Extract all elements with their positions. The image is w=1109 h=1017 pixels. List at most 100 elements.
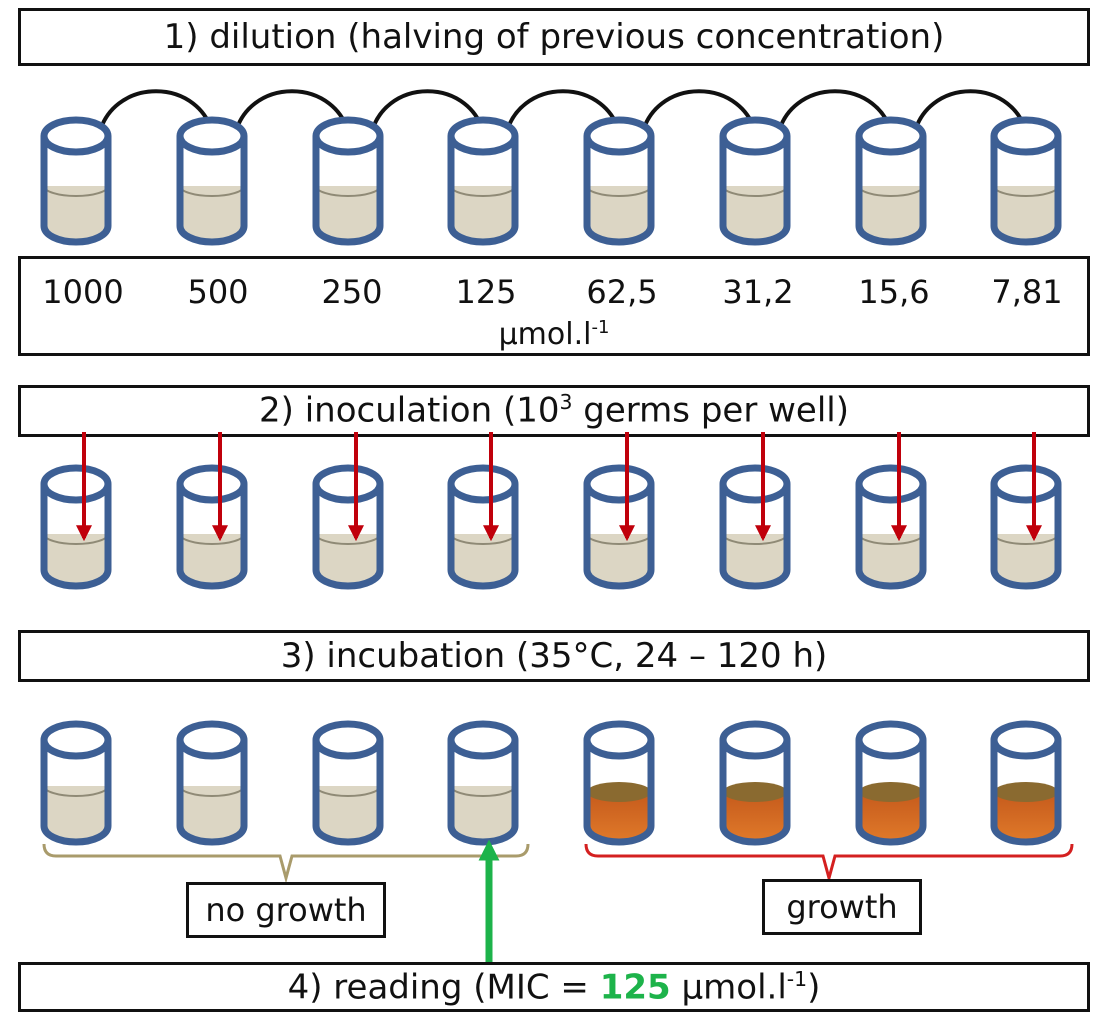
well-rim xyxy=(719,116,791,156)
well xyxy=(855,116,927,246)
liquid xyxy=(587,534,651,586)
liquid xyxy=(587,186,651,242)
concentration-label: 7,81 xyxy=(991,273,1063,311)
step2-box: 2) inoculation (103 germs per well) xyxy=(18,385,1090,437)
liquid xyxy=(859,186,923,242)
liquid xyxy=(859,534,923,586)
step1-label: 1) dilution (halving of previous concent… xyxy=(163,17,945,57)
well-wall xyxy=(990,484,1062,590)
well-wall xyxy=(176,484,248,590)
well-rim xyxy=(447,720,519,760)
well-rim xyxy=(990,720,1062,760)
well-wall xyxy=(855,136,927,246)
well-wall xyxy=(990,740,1062,846)
well xyxy=(719,116,791,246)
well-wall xyxy=(447,484,519,590)
well-wall xyxy=(447,136,519,246)
well-rim xyxy=(855,720,927,760)
step3-label: 3) incubation (35°C, 24 – 120 h) xyxy=(280,636,828,676)
well-rim xyxy=(583,464,655,504)
well xyxy=(990,464,1062,590)
well-wall xyxy=(583,136,655,246)
well-wall xyxy=(583,740,655,846)
liquid xyxy=(451,186,515,242)
well-rim xyxy=(40,720,112,760)
liquid xyxy=(180,186,244,242)
liquid xyxy=(44,186,108,242)
well-wall xyxy=(719,740,791,846)
growth-liquid-surface xyxy=(587,782,651,802)
well-rim xyxy=(447,464,519,504)
liquid xyxy=(316,534,380,586)
step4-box: 4) reading (MIC = 125 µmol.l-1) xyxy=(18,962,1090,1012)
well-rim xyxy=(312,464,384,504)
well-wall xyxy=(40,484,112,590)
well-wall xyxy=(719,484,791,590)
well xyxy=(583,116,655,246)
step4-label: 4) reading (MIC = 125 µmol.l-1) xyxy=(287,967,821,1008)
well-wall xyxy=(312,740,384,846)
liquid xyxy=(316,786,380,842)
well-rim xyxy=(855,464,927,504)
well-growth xyxy=(583,720,655,846)
well xyxy=(719,464,791,590)
well-rim xyxy=(990,116,1062,156)
concentration-label: 15,6 xyxy=(858,273,930,311)
concentration-label: 500 xyxy=(187,273,249,311)
liquid xyxy=(451,534,515,586)
well xyxy=(176,464,248,590)
well xyxy=(40,464,112,590)
concentration-label: 31,2 xyxy=(722,273,794,311)
concentration-unit: µmol.l-1 xyxy=(498,317,610,352)
well xyxy=(447,720,519,846)
well-wall xyxy=(990,136,1062,246)
well-rim xyxy=(312,720,384,760)
well-rim xyxy=(176,720,248,760)
well-wall xyxy=(176,136,248,246)
well-rim xyxy=(855,116,927,156)
step1-box: 1) dilution (halving of previous concent… xyxy=(18,8,1090,66)
liquid xyxy=(316,186,380,242)
step2-label: 2) inoculation (103 germs per well) xyxy=(259,390,849,431)
concentration-label: 62,5 xyxy=(586,273,658,311)
well-wall xyxy=(176,740,248,846)
well-rim xyxy=(990,464,1062,504)
well-rim xyxy=(40,464,112,504)
concentration-label: 250 xyxy=(321,273,383,311)
well-wall xyxy=(855,484,927,590)
liquid xyxy=(723,534,787,586)
well-rim xyxy=(40,116,112,156)
liquid xyxy=(994,534,1058,586)
well xyxy=(176,116,248,246)
well-rim xyxy=(176,464,248,504)
growth-label: growth xyxy=(762,879,922,935)
well-growth xyxy=(855,720,927,846)
growth-liquid xyxy=(723,792,787,842)
liquid xyxy=(451,786,515,842)
well xyxy=(583,464,655,590)
well-wall xyxy=(855,740,927,846)
well xyxy=(312,464,384,590)
liquid xyxy=(44,786,108,842)
well xyxy=(855,464,927,590)
bracket xyxy=(42,843,530,884)
well-rim xyxy=(583,720,655,760)
well xyxy=(176,720,248,846)
well-rim xyxy=(312,116,384,156)
liquid xyxy=(44,534,108,586)
well xyxy=(990,116,1062,246)
step3-box: 3) incubation (35°C, 24 – 120 h) xyxy=(18,630,1090,682)
well xyxy=(447,116,519,246)
bracket xyxy=(584,843,1074,884)
no-growth-label: no growth xyxy=(186,882,386,938)
growth-liquid-surface xyxy=(859,782,923,802)
well-wall xyxy=(719,136,791,246)
growth-liquid-surface xyxy=(723,782,787,802)
liquid xyxy=(994,186,1058,242)
liquid xyxy=(180,534,244,586)
concentration-label: 125 xyxy=(455,273,517,311)
well-growth xyxy=(990,720,1062,846)
well xyxy=(40,720,112,846)
well-wall xyxy=(583,484,655,590)
